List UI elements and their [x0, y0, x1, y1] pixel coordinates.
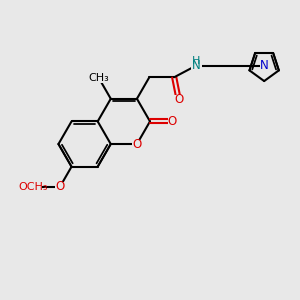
Text: O: O: [168, 115, 177, 128]
Bar: [190, 61, 202, 70]
Text: H: H: [192, 56, 200, 66]
Text: N: N: [192, 59, 200, 72]
Bar: [24, 182, 42, 191]
Text: O: O: [132, 138, 142, 151]
Bar: [132, 140, 142, 148]
Text: CH₃: CH₃: [88, 73, 110, 83]
Bar: [260, 61, 268, 70]
Bar: [55, 182, 65, 191]
Text: O: O: [56, 180, 64, 193]
Text: N: N: [260, 59, 268, 72]
Text: OCH₃: OCH₃: [19, 182, 48, 192]
Bar: [91, 74, 107, 82]
Bar: [174, 95, 183, 103]
Bar: [168, 117, 177, 126]
Text: O: O: [174, 92, 183, 106]
